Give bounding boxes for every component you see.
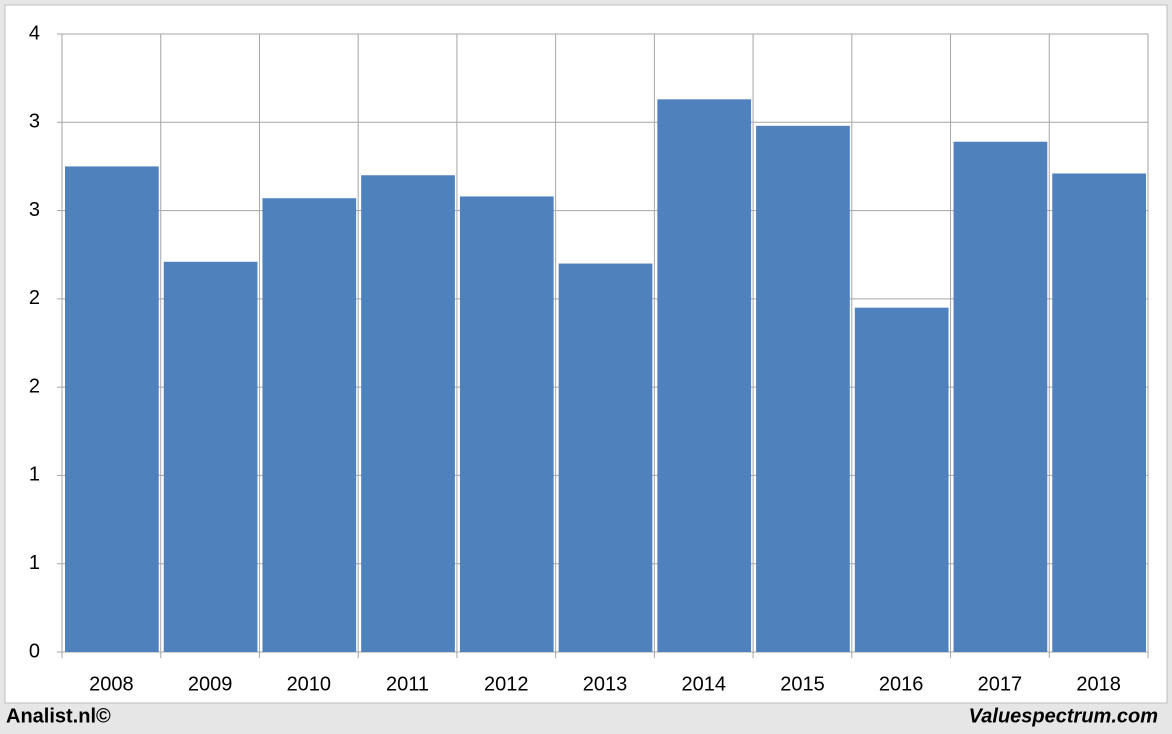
y-tick-label: 1	[29, 552, 40, 574]
bar	[459, 196, 554, 652]
x-tick-label: 2009	[188, 673, 233, 695]
x-tick-label: 2018	[1076, 673, 1121, 695]
bar	[65, 166, 159, 652]
y-tick-label: 4	[29, 22, 40, 44]
x-tick-label: 2012	[484, 673, 529, 695]
y-tick-label: 3	[29, 111, 40, 133]
y-tick-label: 2	[29, 287, 40, 309]
x-tick-label: 2015	[780, 673, 825, 695]
x-tick-label: 2008	[89, 673, 134, 695]
x-tick-label: 2017	[978, 673, 1023, 695]
x-tick-label: 2013	[583, 673, 628, 695]
bar	[854, 307, 949, 652]
bar	[361, 175, 455, 652]
y-tick-label: 3	[29, 199, 40, 221]
bar	[756, 125, 850, 653]
y-tick-label: 1	[29, 464, 40, 486]
y-tick-label: 2	[29, 375, 40, 397]
x-tick-label: 2016	[879, 673, 924, 695]
bar	[163, 261, 258, 652]
y-tick-label: 0	[29, 640, 40, 662]
bar	[1052, 173, 1146, 652]
footer-right: Valuespectrum.com	[969, 705, 1158, 727]
bar	[953, 141, 1048, 653]
bar	[262, 198, 357, 652]
footer-left: Analist.nl©	[6, 705, 111, 727]
x-tick-label: 2011	[386, 673, 429, 695]
x-tick-label: 2014	[681, 673, 726, 695]
bar	[657, 99, 752, 653]
bar	[558, 263, 653, 652]
x-tick-label: 2010	[287, 673, 332, 695]
